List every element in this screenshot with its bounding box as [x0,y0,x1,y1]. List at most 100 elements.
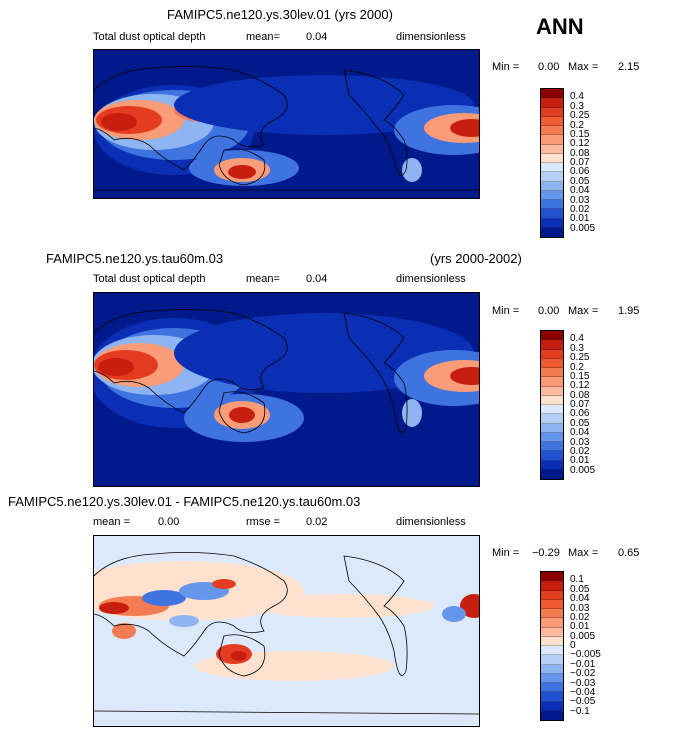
colorbar-swatch [541,572,563,582]
colorbar-swatch [541,636,563,646]
panel2-max-value: 1.95 [618,305,640,317]
colorbar-swatch [541,451,563,461]
panel3-min-value: −0.29 [532,547,560,559]
colorbar-swatch [541,442,563,452]
colorbar-tick-label: −0.05 [570,696,596,708]
panel1-max-label: Max = [568,61,599,73]
colorbar-swatch [541,153,563,163]
colorbar-swatch [541,646,563,656]
panel3-case-title: FAMIPC5.ne120.ys.30lev.01 - FAMIPC5.ne12… [8,494,361,509]
colorbar-swatch [541,432,563,442]
colorbar-tick-label: 0.2 [570,361,584,373]
colorbar-tick-label: 0.03 [570,194,590,206]
panel2-mean-value: 0.04 [306,273,328,285]
colorbar-tick-label: 0.005 [570,630,596,642]
colorbar-tick-label: 0.01 [570,455,590,467]
colorbar-swatch [541,107,563,117]
colorbar-swatch [541,655,563,665]
colorbar-swatch [541,358,563,368]
colorbar-swatch [541,181,563,191]
panel1-max-value: 2.15 [618,61,640,73]
panel2-variable: Total dust optical depth [93,273,206,285]
colorbar-tick-label: 0.05 [570,417,590,429]
colorbar-tick-label: 0.15 [570,128,590,140]
colorbar-swatch [541,627,563,637]
colorbar-swatch [541,163,563,173]
panel3-mean-label: mean = [93,516,130,528]
colorbar-tick-label: 0.12 [570,138,590,150]
colorbar-tick-label: 0.4 [570,91,584,103]
colorbar-swatch [541,190,563,200]
colorbar-swatch [541,368,563,378]
colorbar-tick-label: 0.02 [570,611,590,623]
panel1-map [93,49,480,199]
colorbar-swatch [541,172,563,182]
colorbar-tick-label: 0.3 [570,100,584,112]
colorbar-tick-label: −0.01 [570,658,596,670]
panel2-units: dimensionless [396,273,466,285]
colorbar-tick-label: 0.07 [570,399,590,410]
panel1-min-label: Min = [492,61,520,73]
colorbar-tick-label: 0.05 [570,175,590,187]
panel1-units: dimensionless [396,31,466,43]
colorbar-tick-label: 0.12 [570,380,590,392]
panel3-max-label: Max = [568,547,599,559]
colorbar-swatch [541,590,563,600]
panel1-colorbar [540,88,564,238]
colorbar-tick-label: 0.05 [570,583,590,595]
colorbar-tick-label: 0.01 [570,621,590,633]
colorbar-tick-label: 0.4 [570,333,584,345]
panel1-variable: Total dust optical depth [93,31,206,43]
colorbar-tick-label: −0.005 [570,649,601,661]
colorbar-tick-label: 0.005 [570,464,596,476]
colorbar-swatch [541,395,563,405]
colorbar-swatch [541,218,563,228]
colorbar-tick-label: 0.06 [570,166,590,178]
panel2-mean-label: mean= [246,273,280,285]
colorbar-swatch [541,126,563,136]
season-label: ANN [536,14,584,39]
colorbar-swatch [541,405,563,415]
colorbar-tick-label: 0.04 [570,185,590,197]
colorbar-tick-label: 0.005 [570,222,596,234]
panel1-mean-value: 0.04 [306,31,328,43]
panel3-colorbar [540,571,564,721]
panel3-rmse-label: rmse = [246,516,280,528]
colorbar-tick-label: 0.01 [570,213,590,225]
panel1-mean-label: mean= [246,31,280,43]
colorbar-tick-label: 0.3 [570,342,584,354]
panel3-map [93,535,480,727]
colorbar-swatch [541,227,563,237]
colorbar-tick-label: 0.08 [570,147,590,159]
colorbar-swatch [541,460,563,470]
colorbar-tick-label: −0.04 [570,686,596,698]
colorbar-tick-label: −0.03 [570,677,596,689]
colorbar-swatch [541,209,563,219]
colorbar-swatch [541,135,563,145]
colorbar-tick-label: 0.04 [570,427,590,439]
colorbar-swatch [541,599,563,609]
colorbar-tick-label: 0 [570,640,576,651]
colorbar-tick-label: 0.08 [570,389,590,401]
panel3-mean-value: 0.00 [158,516,180,528]
colorbar-swatch [541,618,563,628]
colorbar-tick-label: 0.15 [570,370,590,382]
panel1-case-title: FAMIPC5.ne120.ys.30lev.01 (yrs 2000) [167,7,393,22]
colorbar-tick-label: 0.25 [570,352,590,364]
panel2-map [93,292,480,487]
panel2-min-label: Min = [492,305,520,317]
colorbar-swatch [541,98,563,108]
colorbar-tick-label: −0.1 [570,705,590,717]
panel3-units: dimensionless [396,516,466,528]
colorbar-tick-label: 0.03 [570,602,590,614]
colorbar-swatch [541,377,563,387]
panel2-colorbar [540,330,564,480]
panel2-years: (yrs 2000-2002) [430,251,522,266]
panel3-max-value: 0.65 [618,547,640,559]
colorbar-tick-label: 0.04 [570,593,590,605]
colorbar-swatch [541,89,563,99]
colorbar-swatch [541,340,563,350]
panel2-max-label: Max = [568,305,599,317]
panel3-min-label: Min = [492,547,520,559]
colorbar-swatch [541,581,563,591]
